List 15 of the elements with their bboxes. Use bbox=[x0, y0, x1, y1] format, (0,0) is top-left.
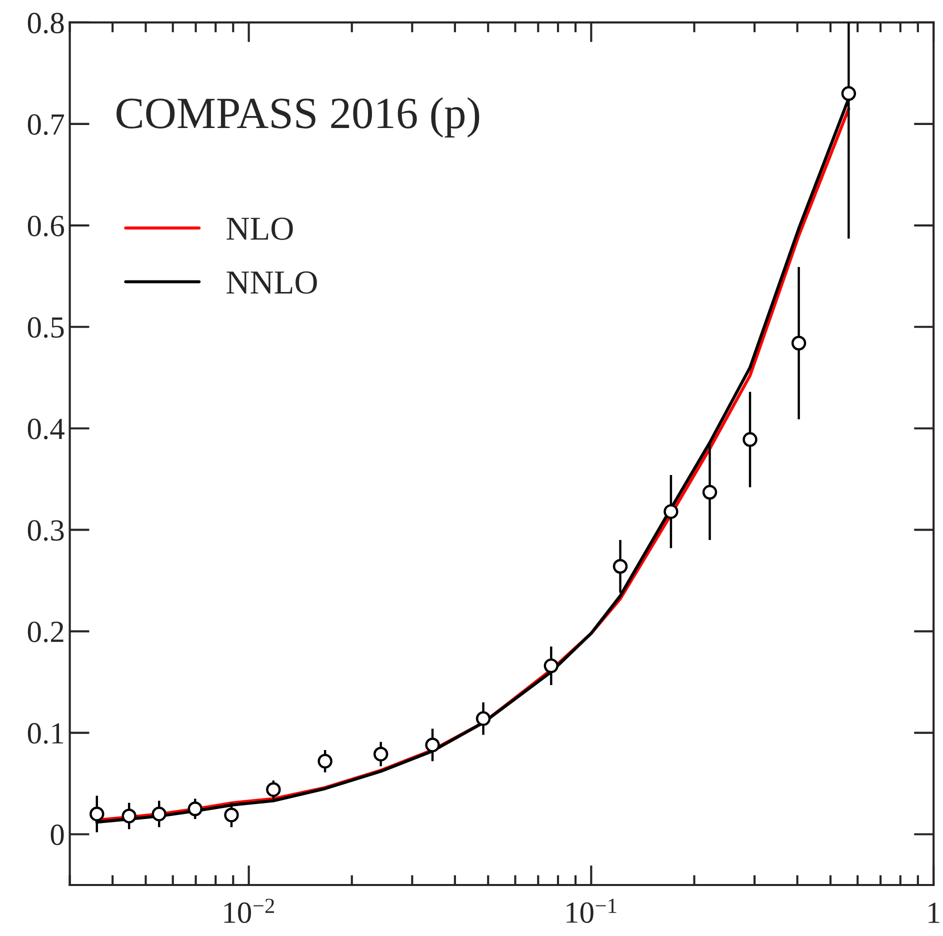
y-tick-label: 0.5 bbox=[28, 317, 64, 338]
y-tick-label: 0 bbox=[50, 824, 64, 846]
legend-label: NNLO bbox=[226, 271, 317, 294]
x-tick-label: 10$^{−2}$ bbox=[224, 898, 274, 923]
annotation: COMPASS 2016 (p) bbox=[116, 97, 480, 138]
y-tick-label: 0.7 bbox=[28, 114, 64, 135]
y-tick-label: 0.2 bbox=[28, 622, 64, 642]
x-tick-label: 1 bbox=[928, 902, 940, 923]
y-tick-label: 0.4 bbox=[28, 418, 64, 440]
y-tick-label: 0.3 bbox=[28, 520, 64, 541]
legend-label: NLO bbox=[226, 218, 293, 240]
y-tick-label: 0.1 bbox=[28, 723, 64, 744]
y-tick-label: 0.6 bbox=[28, 216, 64, 236]
x-tick-label: 10$^{−1}$ bbox=[566, 898, 616, 923]
y-tick-label: 0.8 bbox=[28, 12, 64, 34]
